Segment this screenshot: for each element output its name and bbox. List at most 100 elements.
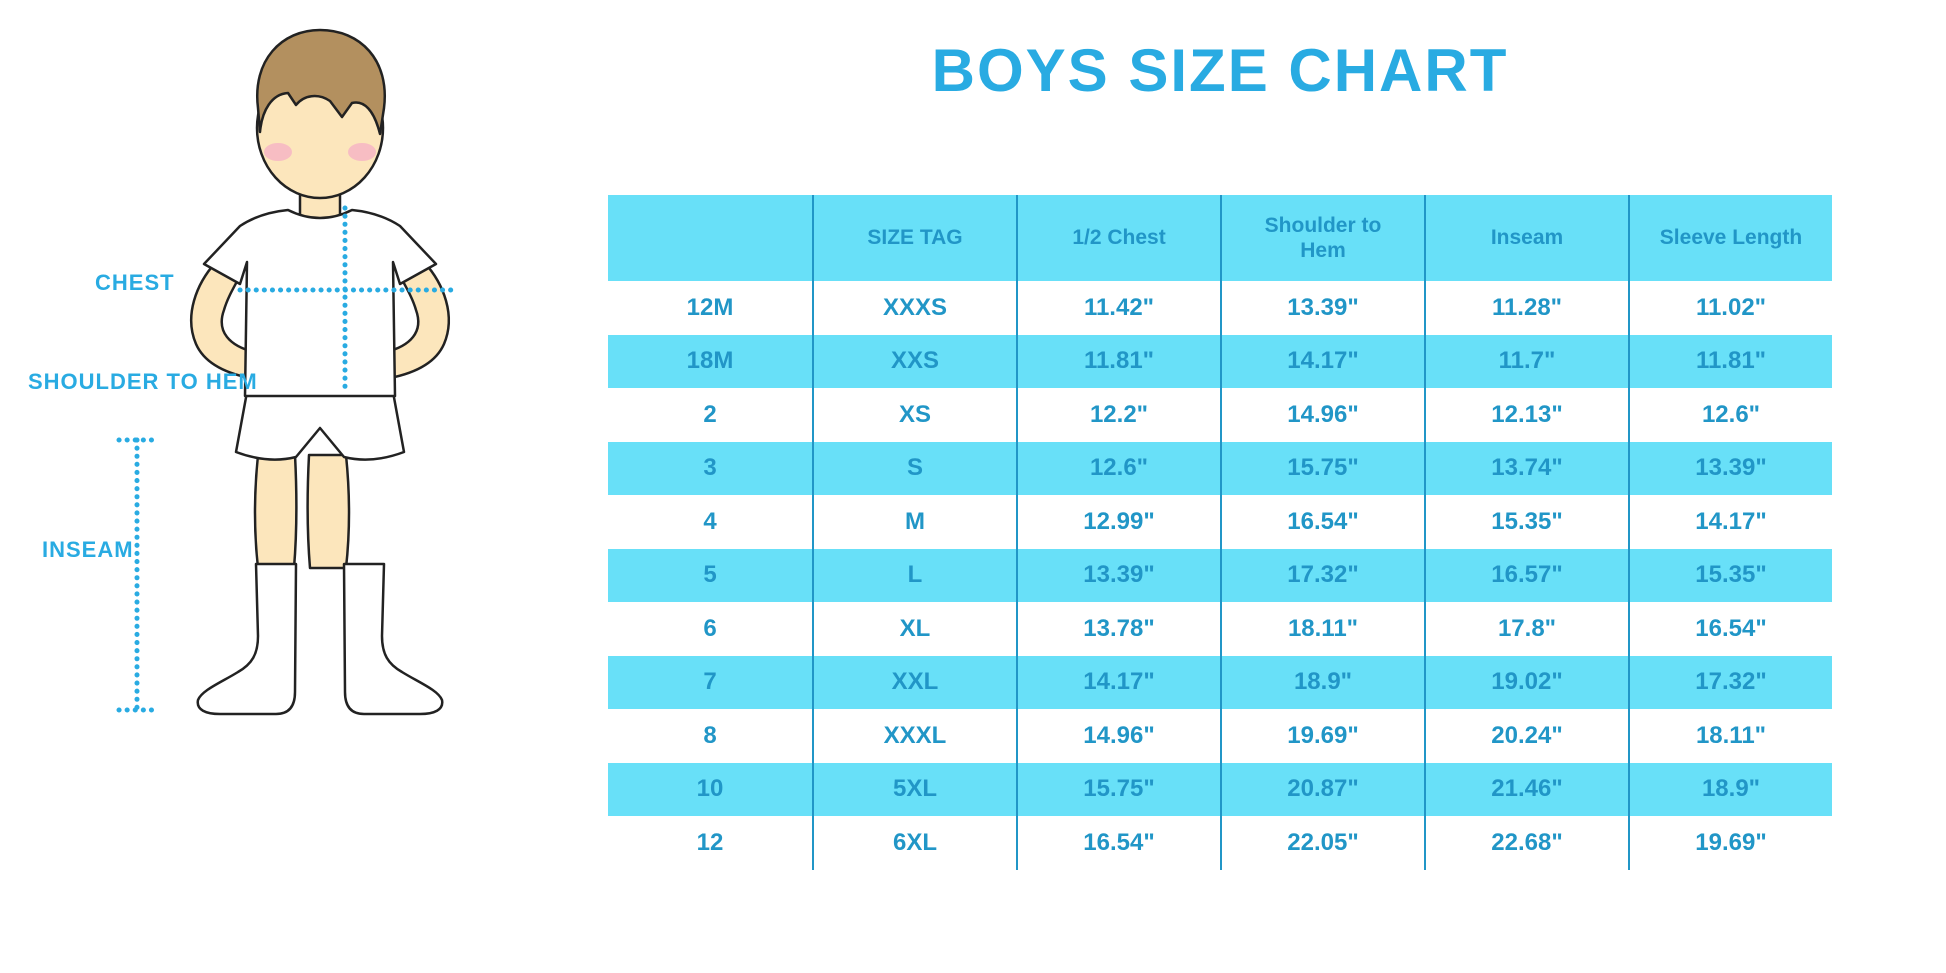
page-title: BOYS SIZE CHART [931,37,1509,104]
table-corner-cell [608,195,812,281]
measurement-cell: XL [812,602,1016,656]
hair [255,28,387,136]
size-cell: 6 [703,614,717,642]
left-cheek [264,143,292,161]
measurement-cell: 21.46" [1424,762,1628,816]
measurement-cell: 11.81" [1016,334,1220,388]
measurement-cell: 16.57" [1424,548,1628,602]
measurement-cell: 18.11" [1628,709,1832,763]
boy-measurement-diagram: CHEST SHOULDER TO HEM INSEAM [0,0,500,973]
measurement-cell: 19.02" [1424,655,1628,709]
shoulder-to-hem-label: SHOULDER TO HEM [28,369,258,394]
measurement-cell: 18.11" [1220,602,1424,656]
table-row: 10 5XL 15.75" 20.87" 21.46" 18.9" [608,762,1832,816]
column-header: Sleeve Length [1628,195,1832,281]
size-cell: 4 [703,507,717,535]
table-row: 6 XL 13.78" 18.11" 17.8" 16.54" [608,602,1832,656]
measurement-cell: 15.35" [1424,495,1628,549]
measurement-cell: XS [812,388,1016,442]
chest-label: CHEST [95,270,175,295]
measurement-cell: 11.7" [1424,334,1628,388]
measurement-cell: 13.39" [1220,281,1424,335]
column-header: 1/2 Chest [1016,195,1220,281]
table-row: 2 XS 12.2" 14.96" 12.13" 12.6" [608,388,1832,442]
measurement-cell: 22.68" [1424,816,1628,870]
table-row: 8 XXXL 14.96" 19.69" 20.24" 18.11" [608,709,1832,763]
measurement-cell: 12.2" [1016,388,1220,442]
measurement-cell: 13.39" [1628,441,1832,495]
measurement-cell: 22.05" [1220,816,1424,870]
inseam-label: INSEAM [42,537,134,562]
measurement-cell: XXS [812,334,1016,388]
measurement-cell: 13.39" [1016,548,1220,602]
measurement-cell: 11.02" [1628,281,1832,335]
table-body: 12M XXXS 11.42" 13.39" 11.28" 11.02" 18M XXS 11.… [608,281,1832,870]
column-header: Shoulder to Hem [1220,195,1424,281]
size-cell: 7 [703,668,717,696]
measurement-cell: 6XL [812,816,1016,870]
measurement-cell: 14.96" [1016,709,1220,763]
shorts [234,390,406,461]
measurement-cell: 17.32" [1220,548,1424,602]
measurement-cell: 19.69" [1220,709,1424,763]
measurement-cell: 13.74" [1424,441,1628,495]
measurement-cell: 11.81" [1628,334,1832,388]
measurement-cell: 17.32" [1628,655,1832,709]
measurement-cell: S [812,441,1016,495]
measurement-cell: 5XL [812,762,1016,816]
size-cell: 10 [696,775,724,803]
measurement-cell: 20.87" [1220,762,1424,816]
measurement-cell: 19.69" [1628,816,1832,870]
right-sock [342,562,444,716]
measurement-cell: 16.54" [1628,602,1832,656]
measurement-cell: 11.28" [1424,281,1628,335]
measurement-cell: 16.54" [1220,495,1424,549]
measurement-cell: 15.75" [1220,441,1424,495]
measurement-cell: 20.24" [1424,709,1628,763]
size-cell: 3 [703,454,717,482]
size-cell: 8 [703,721,717,749]
measurement-cell: 18.9" [1628,762,1832,816]
table-row: 12M XXXS 11.42" 13.39" 11.28" 11.02" [608,281,1832,335]
left-leg [253,453,298,570]
measurement-cell: 14.17" [1016,655,1220,709]
measurement-cell: L [812,548,1016,602]
size-cell: 2 [703,400,717,428]
measurement-cell: 12.13" [1424,388,1628,442]
right-leg [306,453,351,570]
measurement-cell: 14.96" [1220,388,1424,442]
measurement-cell: XXXL [812,709,1016,763]
table-row: 18M XXS 11.81" 14.17" 11.7" 11.81" [608,334,1832,388]
measurement-cell: XXL [812,655,1016,709]
size-cell: 18M [686,347,734,375]
measurement-cell: 16.54" [1016,816,1220,870]
measurement-cell: 18.9" [1220,655,1424,709]
table-row: 7 XXL 14.17" 18.9" 19.02" 17.32" [608,655,1832,709]
boy-illustration [116,28,455,716]
size-cell: 12 [696,828,724,856]
left-sock [196,562,298,716]
size-cell: 5 [703,561,717,589]
table-header-row: SIZE TAG 1/2 Chest Shoulder to Hem Inseam Sl… [608,195,1832,281]
measurement-cell: 17.8" [1424,602,1628,656]
table-row: 3 S 12.6" 15.75" 13.74" 13.39" [608,441,1832,495]
size-table: SIZE TAG 1/2 Chest Shoulder to Hem Inseam Sl… [608,195,1832,870]
measurement-cell: 15.75" [1016,762,1220,816]
measurement-cell: 14.17" [1220,334,1424,388]
shirt [202,208,438,398]
table-row: 5 L 13.39" 17.32" 16.57" 15.35" [608,548,1832,602]
column-header: Inseam [1424,195,1628,281]
column-header: SIZE TAG [812,195,1016,281]
measurement-cell: M [812,495,1016,549]
measurement-cell: 15.35" [1628,548,1832,602]
measurement-cell: 12.6" [1016,441,1220,495]
measurement-cell: 13.78" [1016,602,1220,656]
table-row: 12 6XL 16.54" 22.05" 22.68" 19.69" [608,816,1832,870]
measurement-cell: 12.6" [1628,388,1832,442]
measurement-cell: 11.42" [1016,281,1220,335]
size-cell: 12M [686,293,734,321]
measurement-cell: 14.17" [1628,495,1832,549]
measurement-cell: 12.99" [1016,495,1220,549]
table-row: 4 M 12.99" 16.54" 15.35" 14.17" [608,495,1832,549]
